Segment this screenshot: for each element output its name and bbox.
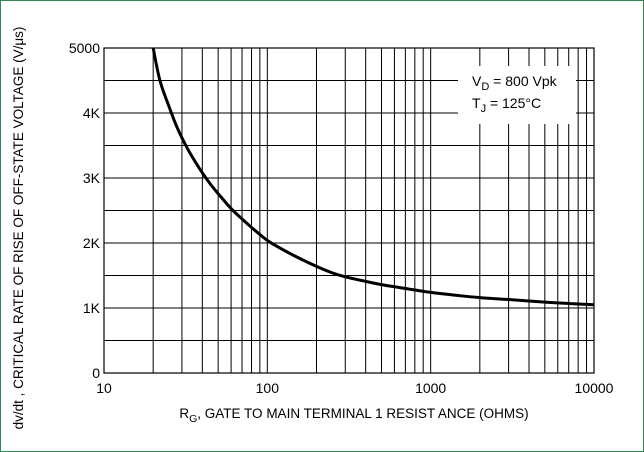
- y-tick-label: 0: [92, 365, 100, 381]
- annotation-vd: VD = 800 Vpk: [472, 73, 558, 93]
- x-tick-label: 100: [256, 380, 280, 396]
- y-tick-label: 1K: [83, 300, 101, 316]
- series-curve: [151, 47, 595, 307]
- plot-area-border: [103, 47, 595, 374]
- y-tick-label: 3K: [83, 170, 101, 186]
- y-axis-label: dv/dt , CRITICAL RATE OF RISE OF OFF-STA…: [11, 27, 26, 430]
- x-tick-label: 1000: [415, 380, 446, 396]
- x-axis-label: RG, GATE TO MAIN TERMINAL 1 RESIST ANCE …: [179, 406, 528, 425]
- x-tick-label: 10000: [575, 380, 614, 396]
- tick-labels: 10 100 1000 10000 0 1K 2K 3K 4K 5000: [69, 40, 614, 396]
- y-tick-label: 2K: [83, 235, 101, 251]
- x-tick-label: 10: [96, 380, 112, 396]
- annotation-tj: TJ = 125°C: [472, 95, 541, 115]
- y-tick-label: 5000: [69, 40, 100, 56]
- annotation-box: [458, 66, 576, 124]
- y-tick-label: 4K: [83, 105, 101, 121]
